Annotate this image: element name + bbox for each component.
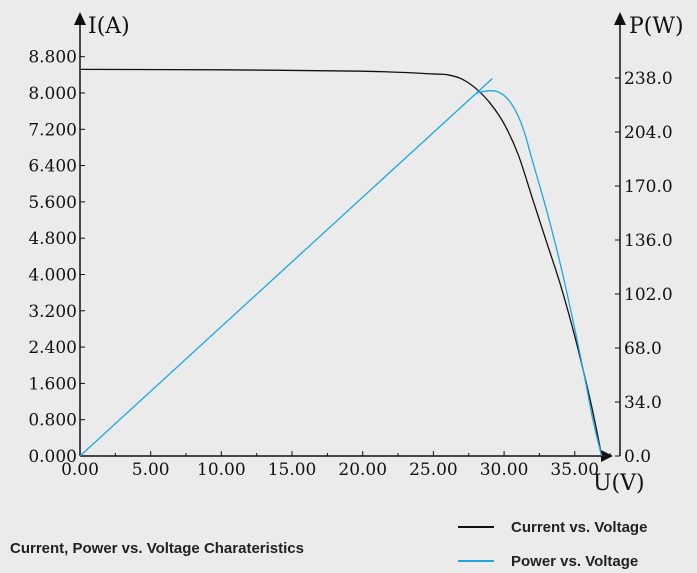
x-tick-label: 30.00 (480, 460, 529, 480)
legend-item-power: Power vs. Voltage (458, 553, 638, 570)
y-right-tick-label: 170.0 (624, 177, 673, 197)
legend-item-current: Current vs. Voltage (458, 519, 647, 536)
y-right-tick-label: 34.0 (624, 393, 662, 413)
y-left-tick-label: 7.200 (28, 120, 77, 140)
x-axis-title: U(V) (593, 471, 645, 496)
legend-label-power: Power vs. Voltage (511, 553, 638, 570)
y-axis-right-arrow-icon (614, 12, 626, 25)
x-tick-label: 5.00 (132, 460, 170, 480)
y-axis-left-title: I(A) (88, 14, 130, 39)
power-vs-voltage-line (79, 78, 603, 457)
y-right-tick-label: 204.0 (624, 123, 673, 143)
y-axis-right-title: P(W) (629, 14, 684, 39)
y-left-tick-label: 8.000 (28, 84, 77, 104)
x-tick-label: 15.00 (268, 460, 317, 480)
y-left-tick-label: 4.800 (28, 229, 77, 249)
legend-label-current: Current vs. Voltage (511, 519, 647, 536)
x-axis: U(V) (80, 450, 645, 496)
y-right-tick-label: 102.0 (624, 285, 673, 305)
legend: Current vs. Voltage Power vs. Voltage (458, 519, 647, 570)
y-right-tick-label: 238.0 (624, 69, 673, 89)
x-ticks: 0.00 5.00 10.00 15.00 20.00 25.00 30.00 35.00 (61, 451, 611, 480)
y-axis-left-arrow-icon (74, 12, 86, 25)
x-tick-label: 25.00 (409, 460, 458, 480)
x-axis-arrow-icon (601, 450, 613, 462)
y-left-tick-label: 5.600 (28, 193, 77, 213)
x-tick-label: 10.00 (197, 460, 246, 480)
y-left-tick-label: 4.000 (28, 265, 77, 285)
y-left-tick-label: 6.400 (28, 157, 77, 177)
y-left-tick-label: 8.800 (28, 48, 77, 68)
y-right-tick-label: 136.0 (624, 231, 673, 251)
series-layer (79, 68, 603, 457)
current-vs-voltage-line (79, 68, 603, 457)
x-tick-label: 0.00 (61, 460, 99, 480)
y-left-tick-label: 0.800 (28, 411, 77, 431)
y-left-tick-label: 1.600 (28, 374, 77, 394)
y-axis-left: I(A) (74, 12, 130, 456)
y-left-ticks: 0.000 0.800 1.600 2.400 3.200 4.000 4.800 5.600… (28, 48, 85, 467)
y-left-tick-label: 2.400 (28, 338, 77, 358)
y-left-tick-label: 3.200 (28, 302, 77, 322)
y-right-ticks: 0.0 34.0 68.0 102.0 136.0 170.0 204.0 238.0 (615, 69, 673, 467)
x-tick-label: 35.00 (550, 460, 599, 480)
x-tick-label: 20.00 (338, 460, 387, 480)
y-right-tick-label: 68.0 (624, 339, 662, 359)
y-left-tick-label: 0.000 (28, 447, 77, 467)
chart-caption: Current, Power vs. Voltage Charateristic… (10, 540, 304, 557)
y-right-tick-label: 0.0 (624, 447, 651, 467)
